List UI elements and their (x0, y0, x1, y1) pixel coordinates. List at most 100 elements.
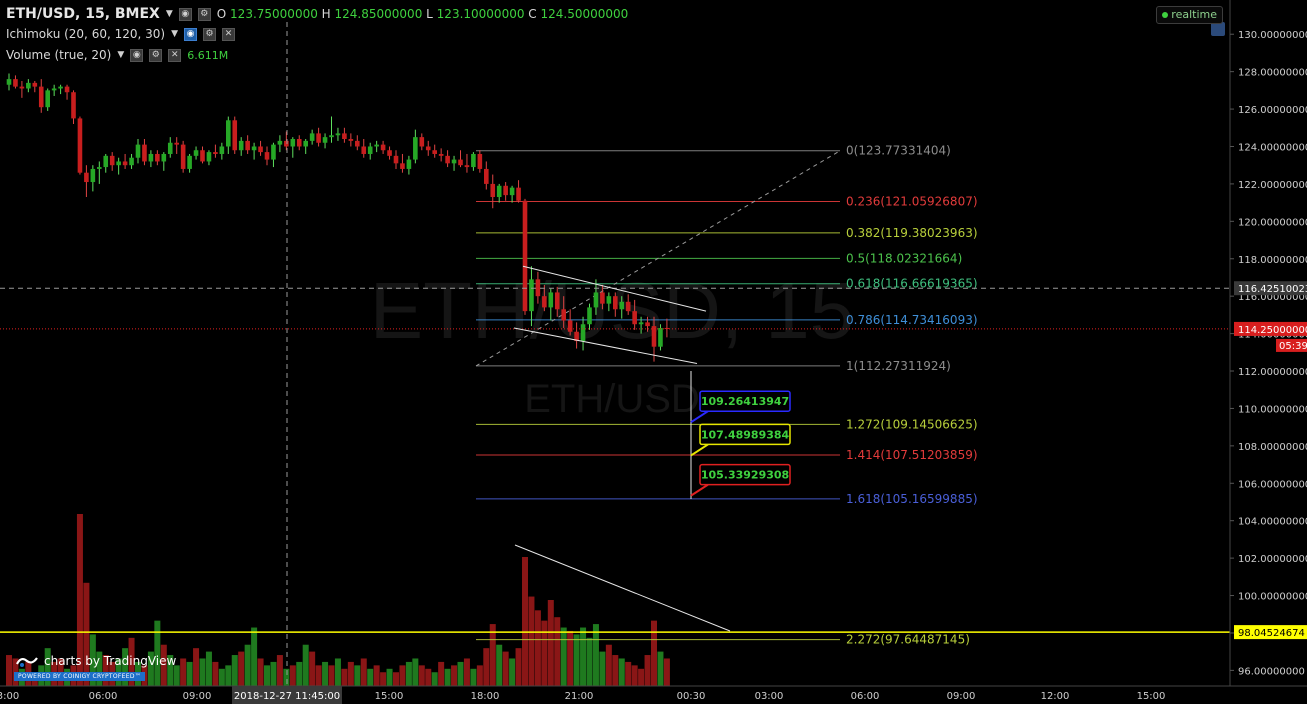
crosshair-price-tag: 116.42510023 (1238, 284, 1307, 295)
candle-body (387, 150, 392, 156)
fib-level-label: 0.618(116.66619365) (846, 277, 978, 291)
crosshair-time-tag-bg (232, 686, 342, 704)
candle-body (393, 155, 399, 164)
eye-icon[interactable]: ◉ (184, 27, 197, 41)
candle-body (329, 135, 334, 138)
volume-bar (651, 620, 657, 686)
volume-bar (347, 661, 354, 686)
candle-body (277, 140, 283, 145)
candle-body (161, 153, 167, 162)
volume-bar (154, 620, 161, 686)
candle-body (464, 165, 470, 168)
candle-body (587, 307, 592, 325)
watermark-big: ETH/USD, 15 (370, 266, 855, 355)
indicator-ichimoku-label[interactable]: Ichimoku (20, 60, 120, 30) (6, 27, 166, 41)
price-tag-pointer (690, 443, 709, 457)
tradingview-logo-icon (16, 657, 38, 667)
volume-bar (276, 655, 283, 686)
volume-bar (341, 668, 348, 686)
candle-body (264, 152, 270, 160)
candle-body (232, 120, 238, 151)
time-tick-label: 3:00 (0, 691, 19, 702)
volume-bar (373, 665, 380, 686)
open-value: 123.75000000 (230, 7, 318, 21)
horizontal-line-price-tag: 98.04524674 (1238, 628, 1305, 639)
watermark-small: ETH/USD (524, 377, 700, 421)
candle-body (322, 137, 328, 143)
symbol-title[interactable]: ETH/USD, 15, BMEX (6, 6, 160, 22)
volume-bar (528, 596, 535, 686)
candle-body (458, 159, 463, 166)
price-tick-label: 128.00000000 (1238, 68, 1307, 79)
candle-body (548, 292, 554, 308)
candle-body (180, 144, 186, 169)
candle-body (135, 144, 141, 158)
volume-trend-line (514, 544, 731, 632)
gear-icon[interactable]: ⚙ (203, 27, 216, 41)
price-tick-label: 106.00000000 (1238, 479, 1307, 490)
candle-body (509, 187, 515, 196)
chevron-down-icon[interactable]: ▼ (171, 29, 178, 39)
close-icon[interactable]: ✕ (168, 48, 182, 62)
price-tick-label: 112.00000000 (1238, 367, 1307, 378)
candle-body (84, 172, 89, 183)
candle-body (432, 150, 437, 154)
fib-level-label: 0.5(118.02321664) (846, 251, 962, 265)
price-tick-label: 100.00000000 (1238, 592, 1307, 603)
time-tick-label: 15:00 (1137, 691, 1166, 702)
volume-bar (399, 665, 406, 686)
volume-bar (193, 648, 200, 686)
tradingview-branding[interactable]: charts by TradingView POWERED BY COINIGY… (12, 652, 202, 686)
time-tick-label: 06:00 (851, 691, 880, 702)
candle-body (400, 163, 405, 169)
price-tag-label: 107.48989384 (701, 428, 790, 441)
price-tick-label: 122.00000000 (1238, 180, 1307, 191)
volume-bar (560, 627, 567, 686)
candle-body (406, 159, 412, 169)
candle-body (290, 139, 296, 147)
volume-bar (360, 658, 367, 686)
candle-body (13, 79, 18, 87)
volume-bar (186, 661, 193, 686)
gear-icon[interactable]: ⚙ (149, 48, 163, 62)
horizontal-line-price-tag-bg (1234, 625, 1307, 640)
candle-body (419, 137, 425, 147)
volume-bar (231, 655, 238, 686)
volume-bar (644, 655, 651, 686)
fib-level-label: 1.618(105.16599885) (846, 492, 978, 506)
fib-level-label: 0.786(114.73416093) (846, 313, 978, 327)
volume-bar (205, 651, 212, 686)
volume-bar (586, 637, 593, 686)
close-icon[interactable]: ✕ (222, 27, 235, 41)
volume-bar (225, 665, 232, 686)
chevron-down-icon[interactable]: ▼ (165, 9, 173, 19)
candle-body (174, 142, 179, 145)
candle-body (638, 322, 644, 325)
candle-body (645, 322, 650, 327)
volume-bar (386, 668, 393, 686)
chevron-down-icon[interactable]: ▼ (117, 50, 125, 60)
indicator-volume-label[interactable]: Volume (true, 20) (6, 48, 112, 62)
price-tick-label: 104.00000000 (1238, 517, 1307, 528)
volume-bar (412, 658, 419, 686)
candle-body (103, 155, 109, 168)
price-tag-label: 105.33929308 (701, 469, 789, 482)
candle-body (26, 82, 31, 89)
fib-level-label: 1(112.27311924) (846, 359, 951, 373)
eye-icon[interactable]: ◉ (130, 48, 144, 62)
price-tick-label: 116.00000000 (1238, 292, 1307, 303)
volume-bar (257, 658, 264, 686)
volume-bar (334, 658, 341, 686)
volume-bar (476, 665, 483, 686)
gear-icon[interactable]: ⚙ (197, 7, 211, 21)
volume-bar (212, 661, 219, 686)
low-value: 123.10000000 (436, 7, 525, 21)
eye-icon[interactable]: ◉ (178, 7, 192, 21)
branding-line1: charts by TradingView (44, 654, 177, 668)
candle-body (413, 137, 418, 160)
volume-bar (122, 648, 129, 686)
candle-body (109, 155, 115, 166)
high-label: H (321, 7, 331, 21)
time-tick-label: 18:00 (471, 691, 500, 702)
